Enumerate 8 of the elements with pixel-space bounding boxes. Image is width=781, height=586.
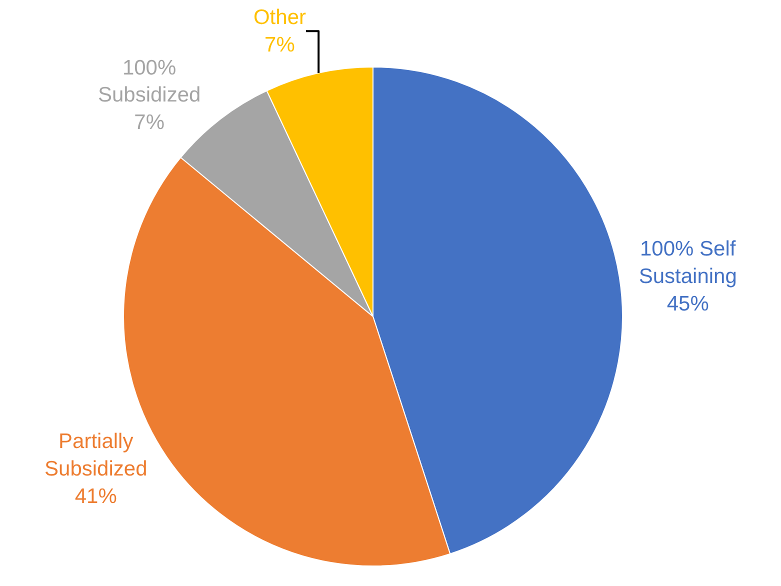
slice-label: 100% Subsidized: [98, 56, 201, 107]
slice-label: Other: [253, 6, 306, 30]
data-label: 45%: [666, 292, 709, 316]
data-label: 41%: [74, 484, 117, 508]
slice-label: Partially Subsidized: [44, 430, 148, 480]
data-label: 7%: [264, 33, 295, 56]
slice-label: 100% Self Sustaining: [638, 238, 737, 288]
data-label: 7%: [134, 110, 164, 134]
